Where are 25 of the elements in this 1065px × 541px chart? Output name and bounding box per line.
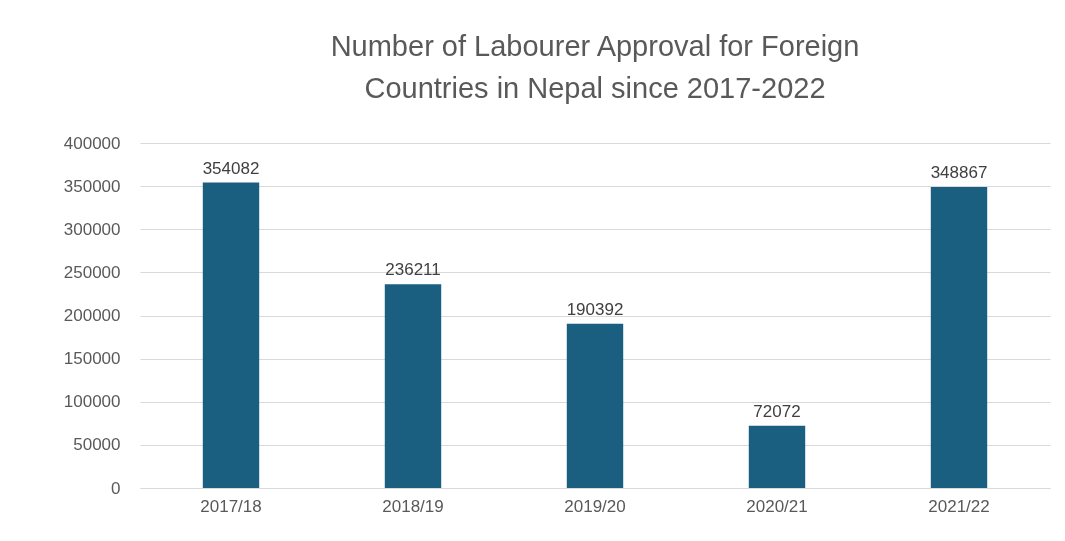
data-label: 354082 <box>202 158 260 178</box>
y-tick-label: 300000 <box>63 219 121 239</box>
bar <box>930 187 988 488</box>
bar <box>566 323 624 488</box>
y-tick-label: 150000 <box>63 349 121 369</box>
bar <box>384 284 442 488</box>
data-label: 348867 <box>930 163 988 183</box>
x-tick-label: 2017/18 <box>200 496 262 516</box>
y-tick-label: 250000 <box>63 262 121 282</box>
chart-title: Number of Labourer Approval for Foreign Countries in Nepal since 2017-2022 <box>330 30 860 104</box>
y-tick-label: 400000 <box>63 133 121 153</box>
x-tick-label: 2021/22 <box>928 496 990 516</box>
data-label: 236211 <box>385 260 441 280</box>
y-tick-label: 350000 <box>63 176 121 196</box>
data-label: 190392 <box>566 299 624 319</box>
data-label: 72072 <box>753 401 801 421</box>
x-tick-label: 2018/19 <box>382 496 444 516</box>
y-tick-label: 100000 <box>63 392 121 412</box>
x-tick-label: 2019/20 <box>564 496 626 516</box>
y-tick-label: 200000 <box>63 306 121 325</box>
bar <box>202 182 260 488</box>
bar <box>748 425 806 488</box>
y-tick-label: 50000 <box>73 435 121 455</box>
y-tick-label: 0 <box>111 478 121 498</box>
x-tick-label: 2020/21 <box>746 496 808 516</box>
